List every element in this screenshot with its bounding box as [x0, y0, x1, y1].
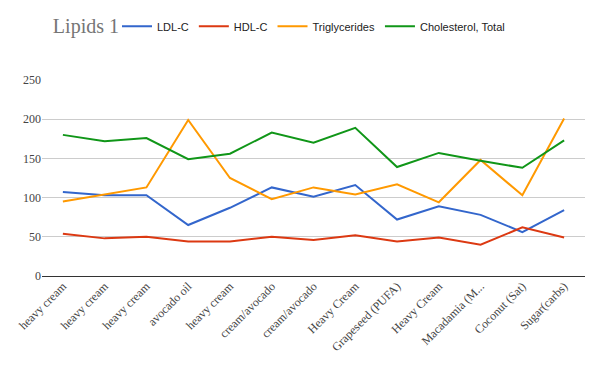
svg-text:heavy cream: heavy cream [100, 279, 153, 332]
svg-text:Cholesterol, Total: Cholesterol, Total [420, 21, 505, 33]
svg-text:Heavy Cream: Heavy Cream [305, 279, 362, 336]
svg-text:Grapeseed (PUFA): Grapeseed (PUFA) [329, 279, 404, 354]
svg-text:Macadamia (M...: Macadamia (M... [419, 279, 487, 347]
svg-text:0: 0 [35, 269, 41, 283]
svg-text:heavy cream: heavy cream [58, 279, 111, 332]
svg-text:heavy cream: heavy cream [16, 279, 69, 332]
svg-text:Triglycerides: Triglycerides [313, 21, 375, 33]
svg-text:HDL-C: HDL-C [234, 21, 268, 33]
svg-text:250: 250 [23, 73, 41, 87]
svg-text:LDL-C: LDL-C [157, 21, 189, 33]
svg-text:heavy cream: heavy cream [183, 279, 236, 332]
svg-text:Coconut (Sat): Coconut (Sat) [471, 279, 528, 336]
svg-text:Heavy Cream: Heavy Cream [388, 279, 445, 336]
svg-text:100: 100 [23, 191, 41, 205]
svg-text:150: 150 [23, 152, 41, 166]
svg-text:cream/avocado: cream/avocado [217, 279, 278, 340]
svg-text:avocado oil: avocado oil [145, 279, 195, 329]
svg-text:200: 200 [23, 112, 41, 126]
svg-text:50: 50 [29, 230, 41, 244]
svg-text:cream/avocado: cream/avocado [259, 279, 320, 340]
svg-text:Sugar(carbs): Sugar(carbs) [517, 279, 570, 332]
svg-text:Lipids 1: Lipids 1 [53, 15, 119, 38]
